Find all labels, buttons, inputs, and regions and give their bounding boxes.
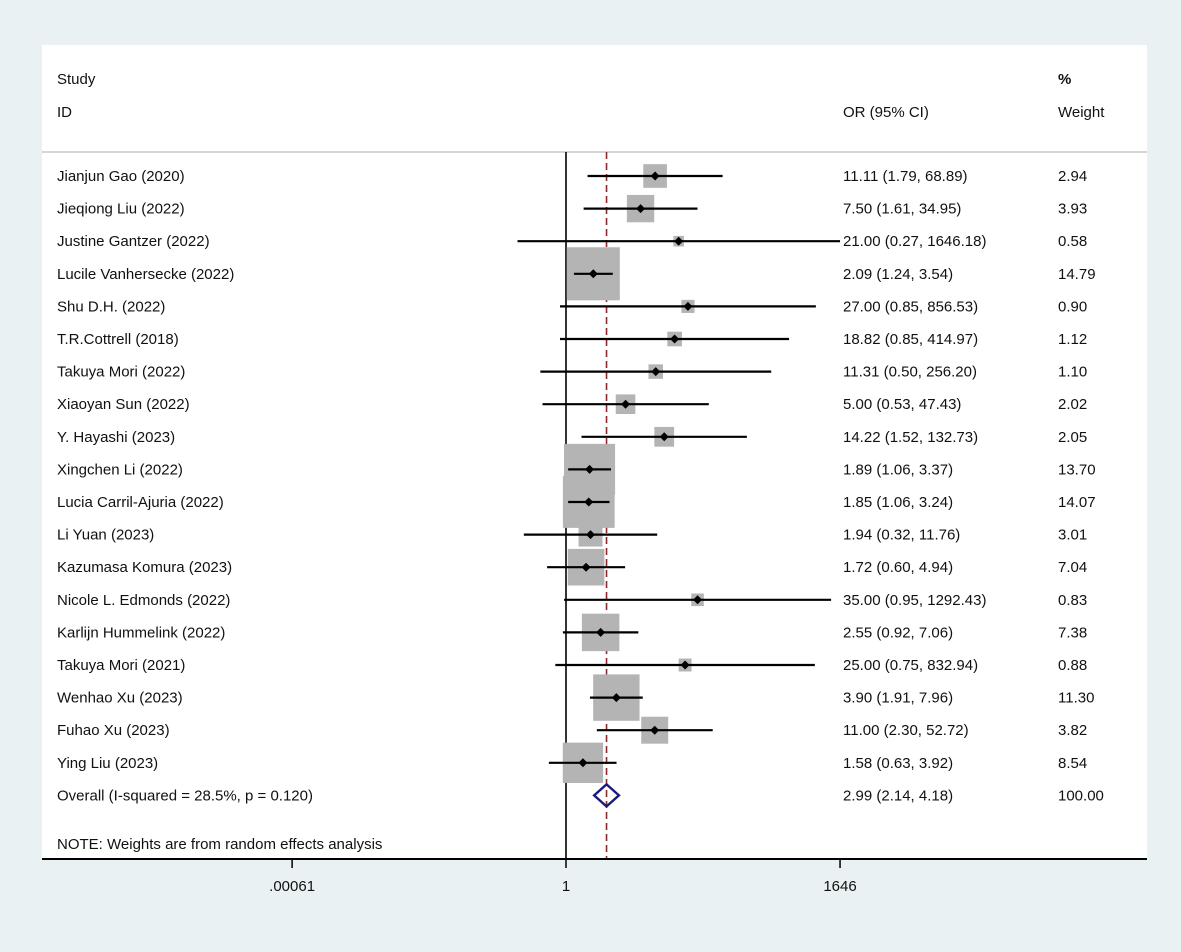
study-or-ci: 35.00 (0.95, 1292.43) xyxy=(843,592,986,609)
study-weight: 0.90 xyxy=(1058,298,1087,315)
study-name: Kazumasa Komura (2023) xyxy=(57,559,232,576)
study-weight: 3.93 xyxy=(1058,201,1087,218)
study-point-marker xyxy=(683,301,693,311)
study-point-marker xyxy=(588,269,598,279)
x-axis-ticks: .00061 1 1646 xyxy=(269,859,857,895)
overall-weight: 100.00 xyxy=(1058,787,1104,804)
header-or-ci: OR (95% CI) xyxy=(843,104,929,121)
study-name: Y. Hayashi (2023) xyxy=(57,429,175,446)
study-weight: 8.54 xyxy=(1058,755,1087,772)
study-weight: 11.30 xyxy=(1058,690,1094,707)
study-or-ci: 2.09 (1.24, 3.54) xyxy=(843,266,953,283)
study-name: Takuya Mori (2022) xyxy=(57,364,185,381)
study-point-marker xyxy=(581,562,591,572)
study-weight: 0.83 xyxy=(1058,592,1087,609)
study-point-marker xyxy=(650,171,660,181)
study-or-ci: 2.55 (0.92, 7.06) xyxy=(843,624,953,641)
study-or-ci: 1.85 (1.06, 3.24) xyxy=(843,494,953,511)
study-weight: 2.94 xyxy=(1058,168,1087,185)
study-weight: 1.10 xyxy=(1058,364,1087,381)
study-name: Xiaoyan Sun (2022) xyxy=(57,396,190,413)
overall-label: Overall (I-squared = 28.5%, p = 0.120) xyxy=(57,787,313,804)
marks-layer: Jianjun Gao (2020) 11.11 (1.79, 68.89) 2.9… xyxy=(57,152,1104,859)
x-tick-label: 1 xyxy=(562,878,570,895)
study-point-marker xyxy=(585,464,595,474)
x-tick-label: 1646 xyxy=(823,878,856,895)
header-weight: Weight xyxy=(1058,104,1105,121)
study-weight: 0.88 xyxy=(1058,657,1087,674)
study-or-ci: 5.00 (0.53, 47.43) xyxy=(843,396,961,413)
study-weight: 2.02 xyxy=(1058,396,1087,413)
study-weight: 3.01 xyxy=(1058,527,1087,544)
study-weight: 14.07 xyxy=(1058,494,1096,511)
study-point-marker xyxy=(670,334,680,344)
overall-diamond xyxy=(592,782,621,809)
study-name: Fuhao Xu (2023) xyxy=(57,722,170,739)
study-name: Shu D.H. (2022) xyxy=(57,298,165,315)
study-weight: 2.05 xyxy=(1058,429,1087,446)
study-name: Xingchen Li (2022) xyxy=(57,461,183,478)
study-weight: 1.12 xyxy=(1058,331,1087,348)
study-point-marker xyxy=(596,627,606,637)
study-point-marker xyxy=(611,693,621,703)
study-point-marker xyxy=(651,367,661,377)
weights-note: NOTE: Weights are from random effects an… xyxy=(57,836,382,853)
study-weight: 0.58 xyxy=(1058,233,1087,250)
study-weight: 7.38 xyxy=(1058,624,1087,641)
study-or-ci: 1.58 (0.63, 3.92) xyxy=(843,755,953,772)
study-name: T.R.Cottrell (2018) xyxy=(57,331,179,348)
study-or-ci: 21.00 (0.27, 1646.18) xyxy=(843,233,986,250)
study-point-marker xyxy=(636,204,646,214)
study-or-ci: 27.00 (0.85, 856.53) xyxy=(843,298,978,315)
study-or-ci: 3.90 (1.91, 7.96) xyxy=(843,690,953,707)
study-name: Nicole L. Edmonds (2022) xyxy=(57,592,230,609)
study-or-ci: 1.72 (0.60, 4.94) xyxy=(843,559,953,576)
header-study: Study xyxy=(57,71,96,88)
study-point-marker xyxy=(693,595,703,605)
study-or-ci: 11.11 (1.79, 68.89) xyxy=(843,168,968,185)
header-id: ID xyxy=(57,104,72,121)
study-or-ci: 7.50 (1.61, 34.95) xyxy=(843,201,961,218)
header-percent: % xyxy=(1058,71,1071,88)
study-name: Wenhao Xu (2023) xyxy=(57,690,183,707)
study-or-ci: 11.31 (0.50, 256.20) xyxy=(843,364,977,381)
study-point-marker xyxy=(659,432,669,442)
study-point-marker xyxy=(680,660,690,670)
study-name: Lucia Carril-Ajuria (2022) xyxy=(57,494,224,511)
study-point-marker xyxy=(586,530,596,540)
study-or-ci: 11.00 (2.30, 52.72) xyxy=(843,722,969,739)
study-name: Li Yuan (2023) xyxy=(57,527,154,544)
study-name: Lucile Vanhersecke (2022) xyxy=(57,266,234,283)
study-weight: 3.82 xyxy=(1058,722,1087,739)
study-name: Ying Liu (2023) xyxy=(57,755,158,772)
study-or-ci: 1.89 (1.06, 3.37) xyxy=(843,461,953,478)
study-name: Jieqiong Liu (2022) xyxy=(57,201,185,218)
study-or-ci: 14.22 (1.52, 132.73) xyxy=(843,429,978,446)
study-name: Karlijn Hummelink (2022) xyxy=(57,624,225,641)
study-weight: 14.79 xyxy=(1058,266,1096,283)
study-point-marker xyxy=(578,758,588,768)
x-tick-label: .00061 xyxy=(269,878,315,895)
study-name: Takuya Mori (2021) xyxy=(57,657,185,674)
study-or-ci: 25.00 (0.75, 832.94) xyxy=(843,657,978,674)
study-point-marker xyxy=(621,399,631,409)
study-weight: 7.04 xyxy=(1058,559,1087,576)
study-point-marker xyxy=(584,497,594,507)
study-name: Jianjun Gao (2020) xyxy=(57,168,185,185)
study-point-marker xyxy=(650,725,660,735)
study-name: Justine Gantzer (2022) xyxy=(57,233,210,250)
study-weight: 13.70 xyxy=(1058,461,1096,478)
study-or-ci: 1.94 (0.32, 11.76) xyxy=(843,527,960,544)
study-or-ci: 18.82 (0.85, 414.97) xyxy=(843,331,978,348)
overall-or-ci: 2.99 (2.14, 4.18) xyxy=(843,787,953,804)
study-point-marker xyxy=(674,236,684,246)
